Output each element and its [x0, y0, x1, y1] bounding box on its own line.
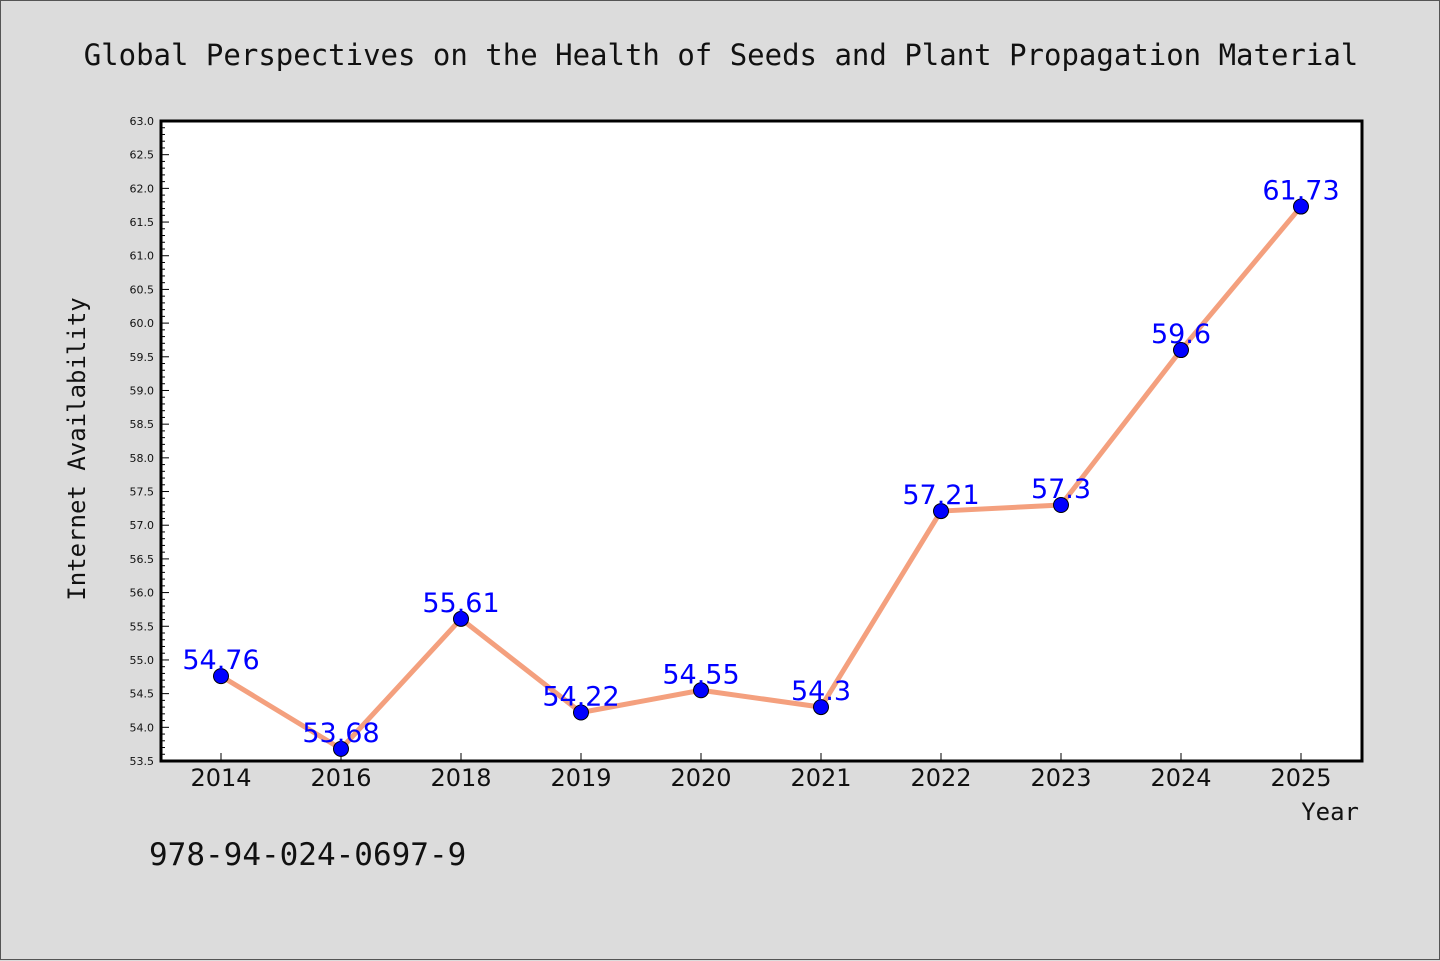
- y-tick-label: 55.0: [130, 654, 155, 667]
- data-label: 54.3: [791, 676, 851, 707]
- x-tick-label: 2025: [1270, 764, 1331, 792]
- data-label: 54.55: [662, 659, 739, 690]
- x-tick-label: 2019: [550, 764, 611, 792]
- x-tick-label: 2022: [910, 764, 971, 792]
- x-tick-label: 2024: [1150, 764, 1211, 792]
- x-tick-label: 2020: [670, 764, 731, 792]
- data-point: [1053, 497, 1069, 513]
- y-tick-label: 55.5: [130, 620, 155, 633]
- data-label: 61.73: [1262, 176, 1339, 207]
- y-tick-label: 58.5: [130, 418, 155, 431]
- y-tick-label: 59.0: [130, 384, 155, 397]
- x-tick-label: 2018: [430, 764, 491, 792]
- data-point: [813, 699, 829, 716]
- y-tick-label: 59.5: [130, 351, 155, 364]
- series-line: [218, 204, 1304, 752]
- y-tick-label: 61.0: [130, 250, 155, 263]
- y-tick-label: 61.5: [130, 216, 155, 229]
- y-tick-label: 56.0: [130, 587, 155, 600]
- data-label: 59.6: [1151, 319, 1211, 350]
- data-point: [573, 704, 589, 721]
- y-tick-label: 63.0: [130, 115, 155, 128]
- y-tick-label: 62.5: [130, 149, 155, 162]
- x-tick-label: 2023: [1030, 764, 1091, 792]
- data-point: [933, 503, 949, 520]
- x-tick-label: 2016: [310, 764, 371, 792]
- plot-area: [159, 119, 1364, 763]
- chart-title: Global Perspectives on the Health of See…: [84, 38, 1359, 72]
- y-tick-label: 57.5: [130, 486, 155, 499]
- y-tick-label: 60.5: [130, 283, 155, 296]
- data-point: [1173, 342, 1189, 359]
- data-point: [693, 682, 709, 699]
- data-point: [213, 668, 229, 685]
- y-tick-label: 57.0: [130, 519, 155, 532]
- data-point: [1293, 198, 1309, 215]
- y-tick-label: 58.0: [130, 452, 155, 465]
- y-tick-label: 54.0: [130, 721, 155, 734]
- data-label: 55.61: [422, 588, 499, 619]
- x-tick-label: 2021: [790, 764, 851, 792]
- x-tick-label: 2014: [190, 764, 251, 792]
- data-label: 57.3: [1031, 474, 1091, 505]
- y-tick-label: 56.5: [130, 553, 155, 566]
- y-tick-label: 54.5: [130, 688, 155, 701]
- data-label: 54.76: [182, 645, 259, 676]
- data-point: [333, 740, 349, 757]
- data-point: [453, 610, 469, 627]
- data-label: 57.21: [902, 480, 979, 511]
- y-tick-label: 53.5: [130, 755, 155, 768]
- data-label: 54.22: [542, 681, 619, 712]
- y-tick-label: 62.0: [130, 182, 155, 195]
- isbn-text: 978-94-024-0697-9: [149, 837, 466, 873]
- y-tick-label: 60.0: [130, 317, 155, 330]
- x-axis-label: Year: [1301, 798, 1359, 826]
- data-label: 53.68: [302, 718, 379, 749]
- y-axis-label: Internet Availability: [63, 297, 91, 600]
